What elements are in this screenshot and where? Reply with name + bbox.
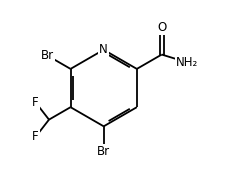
Text: F: F	[32, 130, 39, 143]
Text: N: N	[99, 43, 108, 56]
Text: F: F	[32, 96, 39, 109]
Text: Br: Br	[41, 49, 54, 62]
Text: O: O	[157, 21, 166, 34]
Text: Br: Br	[97, 145, 110, 158]
Text: NH₂: NH₂	[175, 56, 198, 69]
